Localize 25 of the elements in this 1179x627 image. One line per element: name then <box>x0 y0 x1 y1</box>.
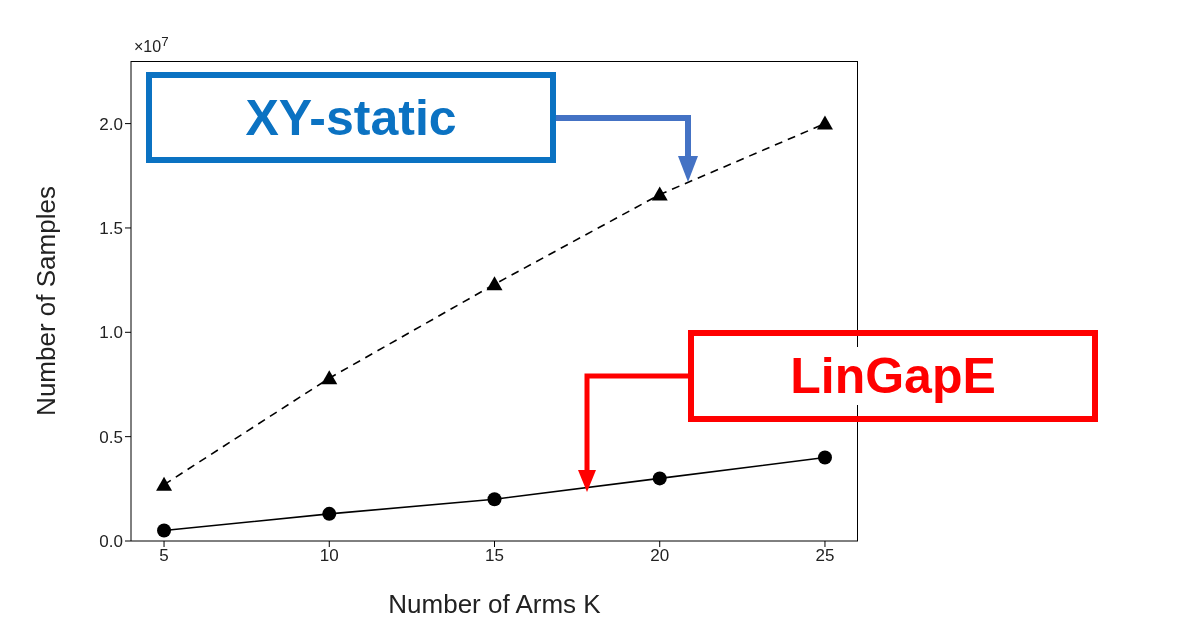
text: ×10$^{7}$ <box>134 34 169 57</box>
point <box>816 115 833 130</box>
y-tick-label: 0.0 <box>99 532 123 552</box>
y-tick-label: 1.5 <box>99 218 123 238</box>
series-label: LinGapE <box>784 347 1002 405</box>
point <box>157 523 172 538</box>
point <box>651 186 668 201</box>
point <box>321 370 338 385</box>
y-tick-label: 0.5 <box>99 427 123 447</box>
y-tick-label: 2.0 <box>99 114 123 134</box>
x-axis-title: Number of Arms K <box>388 589 602 619</box>
text: XY-static <box>146 72 556 163</box>
x-tick-label: 25 <box>815 546 835 566</box>
x-tick-label: 10 <box>319 546 339 566</box>
x-tick-label: 5 <box>159 546 169 566</box>
point <box>487 492 502 507</box>
x-tick-label: 20 <box>650 546 670 566</box>
point <box>652 471 667 486</box>
point <box>156 476 173 491</box>
point <box>817 450 832 465</box>
y-axis-title: Number of Samples <box>31 186 62 416</box>
point <box>486 276 503 291</box>
y-tick-label: 1.0 <box>99 323 123 343</box>
point <box>322 506 337 521</box>
x-tick-label: 15 <box>485 546 504 566</box>
